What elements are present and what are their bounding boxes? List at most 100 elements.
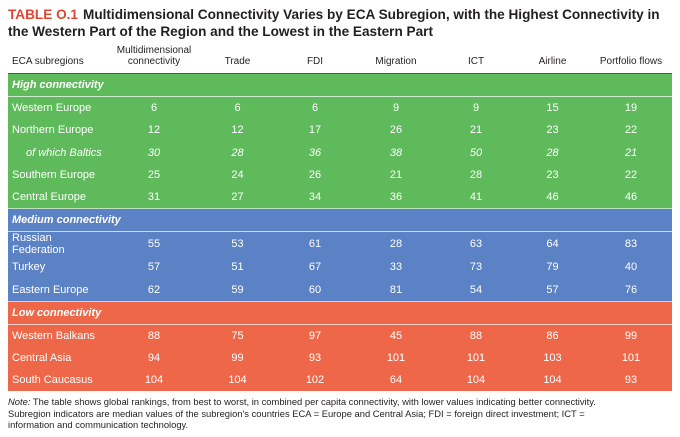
ranking-cell: 67 — [275, 256, 355, 279]
table-row: Central Europe 31 27 34 36 41 46 46 — [8, 185, 672, 210]
ranking-cell: 9 — [355, 96, 437, 120]
ranking-cell: 15 — [515, 96, 590, 120]
ranking-cell: 30 — [108, 141, 200, 164]
section-label: Medium connectivity — [8, 208, 672, 233]
ranking-cell: 102 — [275, 369, 355, 392]
ranking-cell: 38 — [355, 141, 437, 164]
ranking-cell: 46 — [590, 185, 672, 210]
table-row: Southern Europe 25 24 26 21 28 23 22 — [8, 163, 672, 186]
table-header-row: ECA subregions Multidimensional connecti… — [8, 43, 672, 74]
ranking-cell: 101 — [590, 347, 672, 370]
ranking-cell: 101 — [437, 347, 515, 370]
ranking-cell: 28 — [355, 231, 437, 257]
ranking-cell: 104 — [515, 369, 590, 392]
ranking-cell: 12 — [200, 119, 275, 142]
ranking-cell: 94 — [108, 347, 200, 370]
ranking-cell: 88 — [437, 324, 515, 348]
table-row: Eastern Europe 62 59 60 81 54 57 76 — [8, 278, 672, 302]
ranking-cell: 21 — [590, 141, 672, 164]
note-label: Note: — [8, 396, 31, 408]
row-subregion-name: Russian Federation — [8, 231, 108, 257]
ranking-cell: 101 — [355, 347, 437, 370]
ranking-cell: 50 — [437, 141, 515, 164]
col-header-fdi: FDI — [275, 43, 355, 74]
ranking-cell: 6 — [108, 96, 200, 120]
ranking-cell: 26 — [355, 119, 437, 142]
ranking-cell: 36 — [355, 185, 437, 210]
ranking-cell: 34 — [275, 185, 355, 210]
table-row: Northern Europe 12 12 17 26 21 23 22 — [8, 119, 672, 142]
ranking-cell: 104 — [200, 369, 275, 392]
ranking-cell: 23 — [515, 119, 590, 142]
row-subregion-name: Northern Europe — [8, 119, 108, 142]
ranking-cell: 51 — [200, 256, 275, 279]
ranking-cell: 19 — [590, 96, 672, 120]
ranking-cell: 99 — [200, 347, 275, 370]
ranking-cell: 40 — [590, 256, 672, 279]
section-header-row: Low connectivity — [8, 301, 672, 325]
ranking-cell: 60 — [275, 278, 355, 302]
row-subregion-name: Central Asia — [8, 347, 108, 370]
ranking-cell: 22 — [590, 163, 672, 186]
section-label: Low connectivity — [8, 301, 672, 325]
ranking-cell: 99 — [590, 324, 672, 348]
row-subregion-name: Southern Europe — [8, 163, 108, 186]
ranking-cell: 103 — [515, 347, 590, 370]
table-row: of which Baltics 30 28 36 38 50 28 21 — [8, 141, 672, 164]
ranking-cell: 75 — [200, 324, 275, 348]
table-row: Central Asia 94 99 93 101 101 103 101 — [8, 347, 672, 370]
col-header-multidimensional: Multidimensional connectivity — [108, 43, 200, 74]
ranking-cell: 12 — [108, 119, 200, 142]
ranking-cell: 97 — [275, 324, 355, 348]
ranking-cell: 41 — [437, 185, 515, 210]
section-label: High connectivity — [8, 73, 672, 98]
ranking-cell: 61 — [275, 231, 355, 257]
col-header-ict: ICT — [437, 43, 515, 74]
ranking-cell: 31 — [108, 185, 200, 210]
ranking-cell: 83 — [590, 231, 672, 257]
table-row: Western Europe 6 6 6 9 9 15 19 — [8, 96, 672, 120]
ranking-cell: 73 — [437, 256, 515, 279]
ranking-cell: 63 — [437, 231, 515, 257]
ranking-cell: 27 — [200, 185, 275, 210]
row-subregion-name: Western Balkans — [8, 324, 108, 348]
table-number: TABLE O.1 — [8, 7, 78, 22]
ranking-cell: 22 — [590, 119, 672, 142]
table-title: TABLE O.1 Multidimensional Connectivity V… — [8, 6, 672, 40]
row-subregion-name: South Caucasus — [8, 369, 108, 392]
ranking-cell: 25 — [108, 163, 200, 186]
ranking-cell: 46 — [515, 185, 590, 210]
ranking-cell: 26 — [275, 163, 355, 186]
ranking-cell: 17 — [275, 119, 355, 142]
ranking-cell: 24 — [200, 163, 275, 186]
ranking-cell: 28 — [200, 141, 275, 164]
table-note: Note: The table shows global rankings, f… — [8, 396, 618, 431]
table-title-text: Multidimensional Connectivity Varies by … — [8, 7, 660, 39]
ranking-cell: 55 — [108, 231, 200, 257]
col-header-migration: Migration — [355, 43, 437, 74]
table-row: South Caucasus 104 104 102 64 104 104 93 — [8, 369, 672, 392]
row-subregion-name: of which Baltics — [8, 141, 108, 164]
ranking-cell: 36 — [275, 141, 355, 164]
col-header-subregion: ECA subregions — [8, 43, 108, 74]
ranking-cell: 45 — [355, 324, 437, 348]
row-subregion-name: Central Europe — [8, 185, 108, 210]
ranking-cell: 28 — [515, 141, 590, 164]
table-row: Turkey 57 51 67 33 73 79 40 — [8, 256, 672, 279]
section-header-row: Medium connectivity — [8, 208, 672, 233]
ranking-cell: 64 — [355, 369, 437, 392]
section-header-row: High connectivity — [8, 73, 672, 98]
row-subregion-name: Eastern Europe — [8, 278, 108, 302]
ranking-cell: 57 — [515, 278, 590, 302]
ranking-cell: 104 — [108, 369, 200, 392]
ranking-cell: 9 — [437, 96, 515, 120]
connectivity-table: ECA subregions Multidimensional connecti… — [8, 43, 672, 392]
ranking-cell: 93 — [590, 369, 672, 392]
col-header-airline: Airline — [515, 43, 590, 74]
ranking-cell: 28 — [437, 163, 515, 186]
row-subregion-name: Turkey — [8, 256, 108, 279]
ranking-cell: 54 — [437, 278, 515, 302]
note-text: The table shows global rankings, from be… — [8, 396, 596, 431]
ranking-cell: 21 — [437, 119, 515, 142]
